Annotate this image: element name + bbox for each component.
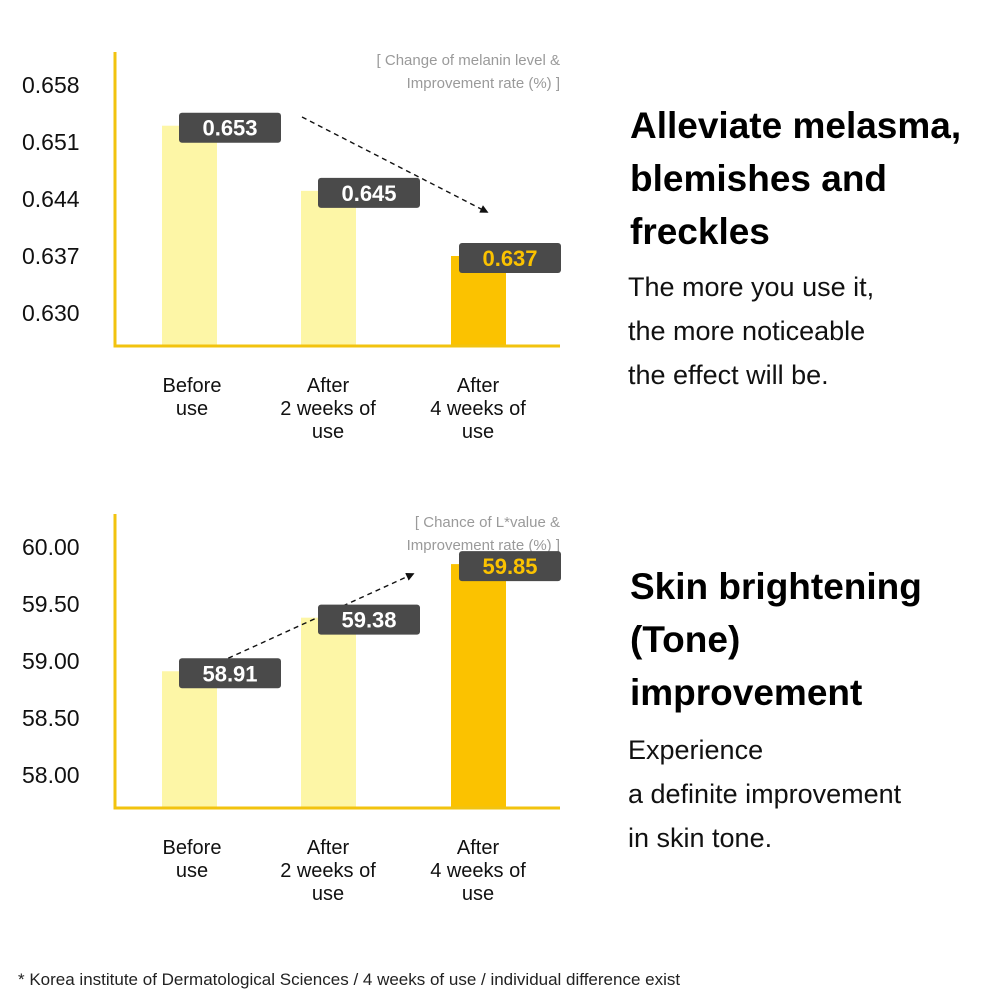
description-line: in skin tone. <box>628 823 773 853</box>
value-label: 59.38 <box>341 608 396 633</box>
chart-note: Improvement rate (%) ] <box>407 75 560 92</box>
headline-line: Skin brightening <box>630 566 922 607</box>
category-label: Before <box>163 837 222 859</box>
category-label: Before <box>163 375 222 397</box>
category-label: use <box>176 398 208 420</box>
footnote: * Korea institute of Dermatological Scie… <box>18 970 681 989</box>
category-label: 4 weeks of <box>430 860 526 882</box>
bar <box>301 190 356 346</box>
bar <box>451 564 506 808</box>
value-label-box <box>318 177 420 208</box>
y-tick-label: 58.00 <box>22 762 80 788</box>
description-line: the more noticeable <box>628 316 866 346</box>
brightening-headline: Skin brightening (Tone) improvement <box>630 560 922 719</box>
description-line: The more you use it, <box>628 272 875 302</box>
y-tick-label: 59.50 <box>22 591 80 617</box>
brightening-chart: 60.00 59.50 59.00 58.50 58.00 [ Chance of L*v… <box>22 514 561 905</box>
value-label-box <box>179 112 281 143</box>
category-label: After <box>457 375 500 397</box>
bar <box>162 671 217 808</box>
y-tick-label: 0.658 <box>22 72 80 98</box>
y-tick-label: 0.644 <box>22 186 80 212</box>
headline-line: blemishes and <box>630 158 888 199</box>
value-label: 0.637 <box>482 246 537 271</box>
value-label-box <box>318 604 420 635</box>
headline-line: (Tone) <box>630 619 741 660</box>
brightening-panel: 60.00 59.50 59.00 58.50 58.00 [ Chance of L*v… <box>0 462 1000 932</box>
y-tick-label: 0.651 <box>22 129 80 155</box>
description-line: a definite improvement <box>628 779 902 809</box>
melanin-chart: 0.658 0.651 0.644 0.637 0.630 [ Change of mel… <box>22 52 561 443</box>
category-label: 2 weeks of <box>280 398 376 420</box>
bar <box>162 125 217 346</box>
y-tick-label: 60.00 <box>22 534 80 560</box>
value-label-box <box>459 551 561 582</box>
category-label: use <box>462 421 494 443</box>
value-label-box <box>179 658 281 689</box>
y-tick-label: 0.637 <box>22 243 80 269</box>
y-tick-label: 0.630 <box>22 300 80 326</box>
headline-line: Alleviate melasma, <box>630 105 962 146</box>
value-label: 59.85 <box>482 554 537 579</box>
category-label: After <box>307 837 350 859</box>
chart-note: [ Chance of L*value & <box>415 514 560 531</box>
chart-note: [ Change of melanin level & <box>377 52 560 69</box>
y-tick-label: 58.50 <box>22 705 80 731</box>
headline-line: freckles <box>630 211 770 252</box>
category-label: After <box>457 837 500 859</box>
category-label: 4 weeks of <box>430 398 526 420</box>
category-label: use <box>462 883 494 905</box>
chart-note: Improvement rate (%) ] <box>407 537 560 554</box>
y-tick-label: 59.00 <box>22 648 80 674</box>
bar <box>301 617 356 808</box>
category-label: use <box>176 860 208 882</box>
category-label: After <box>307 375 350 397</box>
category-label: use <box>312 883 344 905</box>
melanin-panel: 0.658 0.651 0.644 0.637 0.630 [ Change of mel… <box>0 0 1000 470</box>
trend-arrow <box>301 116 489 213</box>
melanin-headline: Alleviate melasma, blemishes and freckle… <box>630 99 961 258</box>
melanin-description: The more you use it, the more noticeable… <box>628 265 874 397</box>
category-label: use <box>312 421 344 443</box>
value-label: 0.653 <box>202 116 257 141</box>
category-label: 2 weeks of <box>280 860 376 882</box>
description-line: Experience <box>628 735 764 765</box>
value-label: 58.91 <box>202 661 257 686</box>
value-label: 0.645 <box>341 181 396 206</box>
description-line: the effect will be. <box>628 360 829 390</box>
value-label-box <box>459 243 561 273</box>
brightening-description: Experience a definite improvement in ski… <box>628 728 901 860</box>
headline-line: improvement <box>630 672 863 713</box>
